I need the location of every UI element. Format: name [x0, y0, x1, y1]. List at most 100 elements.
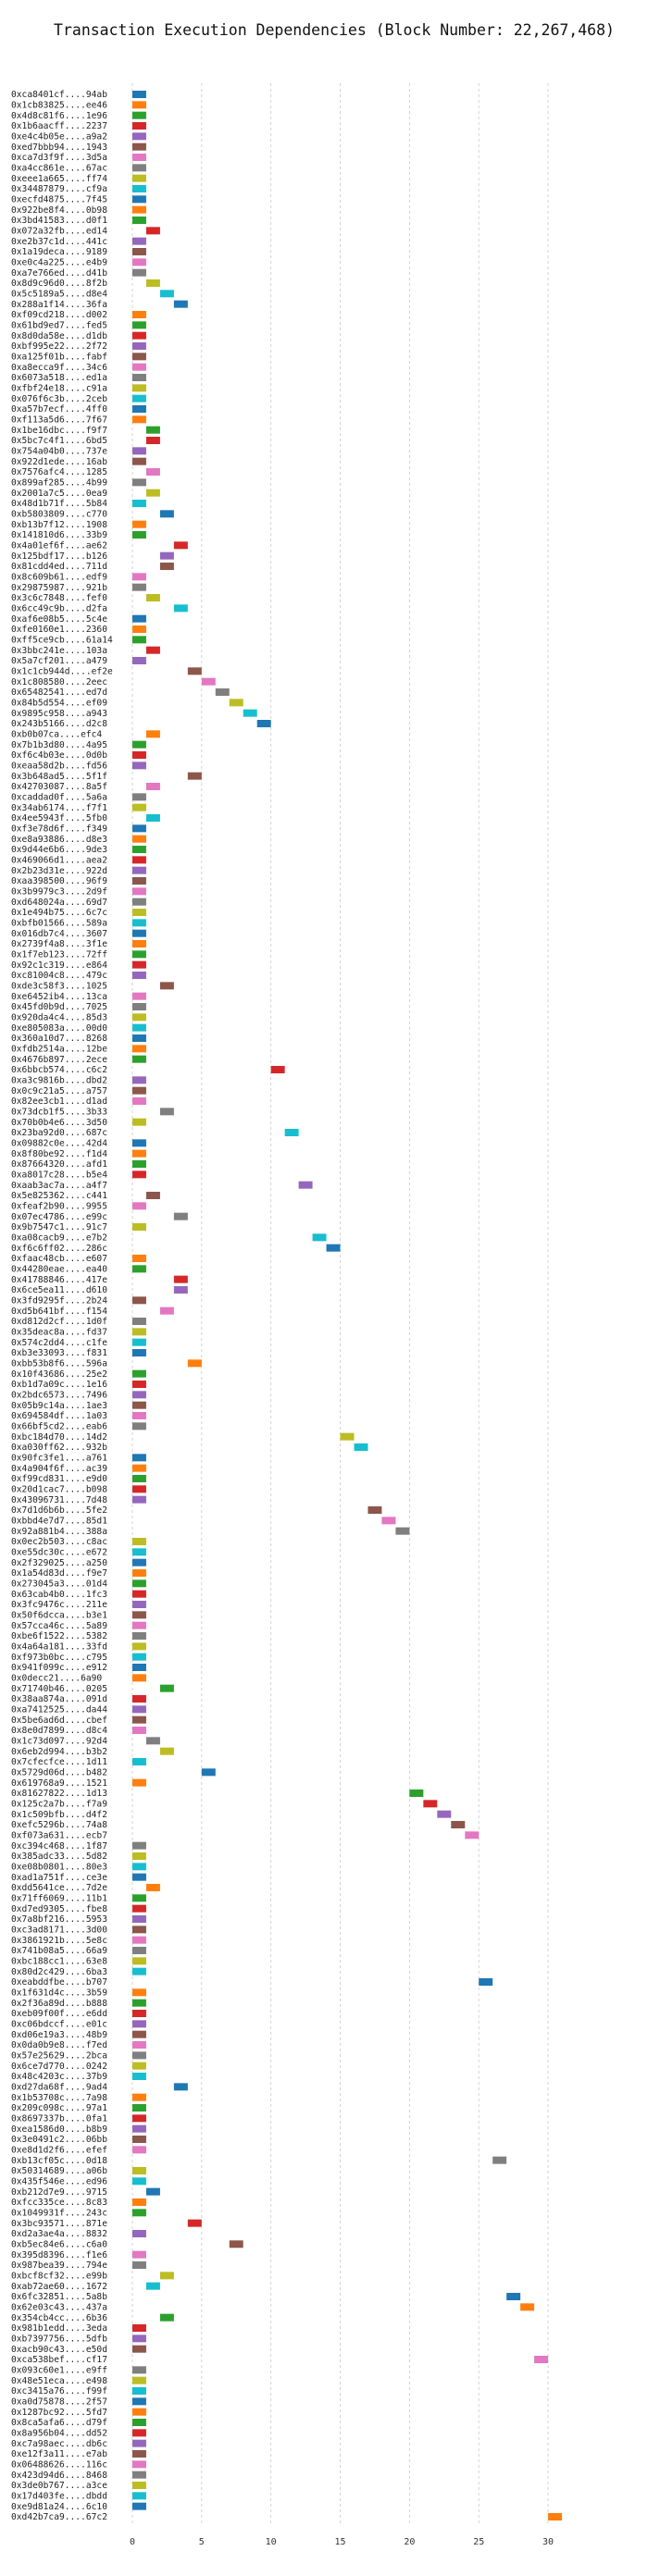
tx-hash-label: 0xf3e78d6f....f349: [11, 824, 107, 835]
tx-hash-label: 0x354cb4cc....6b36: [11, 2313, 107, 2323]
tx-hash-label: 0x2f36a89d....b888: [11, 1999, 107, 2009]
tx-hash-label: 0xeee1a665....ff74: [11, 174, 107, 184]
task-bar: [131, 1653, 146, 1661]
tx-hash-label: 0x981b1edd....3eda: [11, 2323, 107, 2334]
task-bar: [131, 2502, 146, 2510]
tx-hash-label: 0x87664320....afd1: [11, 1159, 107, 1170]
tx-hash-label: 0xcaddad0f....5a6a: [11, 793, 107, 803]
task-bar: [159, 982, 174, 990]
tx-hash-label: 0xde3c58f3....1025: [11, 982, 107, 992]
task-bar: [159, 2313, 174, 2322]
tx-hash-label: 0xb0b07ca....efc4: [11, 730, 102, 740]
task-bar: [131, 1097, 146, 1105]
tx-hash-label: 0x7cfecfce....1d11: [11, 1757, 107, 1767]
tx-hash-label: 0xbe6f1522....5382: [11, 1631, 107, 1641]
task-bar: [159, 563, 174, 570]
task-bar: [131, 1464, 146, 1472]
tx-hash-label: 0x06488626....116c: [11, 2460, 107, 2471]
tx-hash-label: 0x57cca46c....5a89: [11, 1621, 107, 1631]
task-bar: [173, 604, 188, 613]
task-bar: [131, 751, 146, 759]
task-bar: [131, 478, 146, 487]
task-bar: [145, 783, 160, 790]
task-bar: [131, 2408, 146, 2416]
tx-hash-label: 0x1be16dbc....f9f7: [11, 426, 107, 436]
tx-hash-label: 0xaf6e08b5....5c4e: [11, 614, 107, 625]
tx-hash-label: 0x1287bc92....5fd7: [11, 2408, 107, 2418]
tx-hash-label: 0x1c509bfb....d4f2: [11, 1810, 107, 1820]
tx-hash-label: 0xb3e33093....f831: [11, 1348, 107, 1358]
tx-hash-label: 0x0da0b9e8....f7ed: [11, 2040, 107, 2050]
task-bar: [131, 1255, 146, 1262]
task-bar: [354, 1443, 368, 1451]
task-bar: [131, 1369, 146, 1378]
tx-hash-label: 0x1b6aacff....2237: [11, 121, 107, 131]
tx-hash-label: 0xca538bef....cf17: [11, 2355, 107, 2365]
tx-hash-label: 0x57e25629....2bca: [11, 2051, 107, 2062]
task-bar: [159, 1747, 174, 1755]
task-bar: [131, 248, 146, 255]
task-bar: [131, 573, 146, 581]
tx-hash-label: 0x1cb83825....ee46: [11, 101, 107, 111]
task-bar: [131, 405, 146, 413]
tx-hash-label: 0x4d8c81f6....1e96: [11, 111, 107, 121]
task-bar: [131, 2334, 146, 2343]
tx-hash-label: 0x43096731....7d48: [11, 1495, 107, 1505]
task-bar: [173, 300, 188, 308]
task-bar: [131, 142, 146, 151]
task-bar: [131, 1894, 146, 1902]
task-bar: [201, 677, 216, 686]
tx-hash-label: 0xca8401cf....94ab: [11, 90, 107, 100]
task-bar: [326, 1244, 341, 1252]
task-bar: [131, 2146, 146, 2154]
tx-hash-label: 0x3b648ad5....5f1f: [11, 772, 107, 782]
task-bar: [145, 814, 160, 822]
task-bar: [145, 1192, 160, 1199]
task-bars: [131, 91, 563, 2520]
tx-hash-label: 0x8c609b61....edf9: [11, 573, 107, 583]
tx-hash-label: 0x209c098c....97a1: [11, 2103, 107, 2113]
task-bar: [187, 772, 202, 780]
task-bar: [131, 195, 146, 204]
tx-hash-label: 0xad1a751f....ce3e: [11, 1873, 107, 1883]
task-bar: [131, 1727, 146, 1734]
tx-hash-label: 0xb7397756....5dfb: [11, 2334, 107, 2345]
tx-hash-label: 0xf973b0bc....c795: [11, 1653, 107, 1663]
task-bar: [131, 132, 146, 141]
tx-hash-label: 0xd812d2cf....1d0f: [11, 1317, 107, 1327]
tx-hash-label: 0xd06e19a3....48b9: [11, 2030, 107, 2040]
tx-hash-label: 0x1f631d4c....3b59: [11, 1988, 107, 1999]
x-tick-label: 20: [404, 2537, 415, 2547]
tx-hash-label: 0xa57b7ecf....4ff0: [11, 404, 107, 415]
task-bar: [131, 321, 146, 329]
task-bar: [145, 468, 160, 476]
tx-hash-label: 0x574c2dd4....c1fe: [11, 1338, 107, 1348]
tx-hash-label: 0x6fc32851....5a8b: [11, 2292, 107, 2302]
task-bar: [131, 1926, 146, 1934]
tx-hash-label: 0x8d9c96d0....8f2b: [11, 279, 107, 289]
chart-title: Transaction Execution Dependencies (Bloc…: [54, 21, 615, 39]
task-bar: [131, 2041, 146, 2049]
task-bar: [229, 699, 243, 707]
tx-hash-label: 0x2001a7c5....0ea9: [11, 489, 107, 499]
tx-hash-label: 0xe55dc30c....e672: [11, 1548, 107, 1558]
x-tick-label: 15: [334, 2537, 345, 2547]
task-bar: [145, 2282, 160, 2290]
tx-hash-label: 0x41788846....417e: [11, 1275, 107, 1285]
task-bar: [131, 1664, 146, 1671]
task-bar: [131, 1538, 146, 1545]
tx-hash-label: 0x84b5d554....ef09: [11, 699, 107, 709]
tx-hash-label: 0x469066d1....aea2: [11, 856, 107, 866]
task-bar: [131, 1391, 146, 1399]
task-bar: [131, 384, 146, 392]
task-bar: [131, 846, 146, 853]
tx-hash-label: 0x2739f4a8....3f1e: [11, 939, 107, 949]
task-bar: [465, 1831, 480, 1839]
task-bar: [187, 1359, 202, 1368]
task-bar: [131, 457, 146, 465]
tx-hash-label: 0x50f6dcca....b3e1: [11, 1611, 107, 1621]
task-bar: [131, 2387, 146, 2395]
task-bar: [131, 2010, 146, 2017]
tx-hash-label: 0x1c1cb944d....ef2e: [11, 667, 113, 677]
tx-hash-label: 0xa7412525....da44: [11, 1705, 107, 1715]
